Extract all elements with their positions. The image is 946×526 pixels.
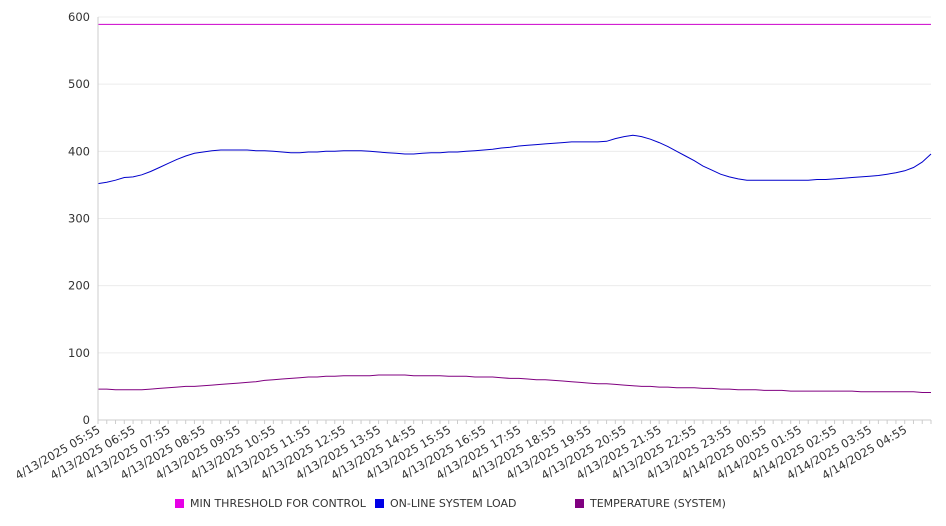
series-line-1 xyxy=(97,134,932,185)
legend-label: ON-LINE SYSTEM LOAD xyxy=(390,497,517,510)
legend-label: TEMPERATURE (SYSTEM) xyxy=(590,497,726,510)
y-tick-label: 500 xyxy=(68,77,90,91)
legend-swatch xyxy=(375,499,384,508)
gridlines xyxy=(98,16,931,354)
y-tick-label: 600 xyxy=(68,10,90,24)
y-axis-ticks: 0 100 200 300 400 500 600 xyxy=(68,10,90,427)
series-lines xyxy=(97,23,932,393)
legend-item-temperature-system[interactable]: TEMPERATURE (SYSTEM) xyxy=(575,497,726,510)
legend: MIN THRESHOLD FOR CONTROL ON-LINE SYSTEM… xyxy=(0,497,946,515)
legend-item-min-threshold[interactable]: MIN THRESHOLD FOR CONTROL xyxy=(175,497,366,510)
legend-label: MIN THRESHOLD FOR CONTROL xyxy=(190,497,366,510)
series-line-2 xyxy=(98,374,931,393)
legend-swatch xyxy=(575,499,584,508)
x-axis-ticks: 4/13/2025 05:554/13/2025 06:554/13/2025 … xyxy=(13,420,932,482)
legend-swatch xyxy=(175,499,184,508)
y-tick-label: 200 xyxy=(68,279,90,293)
y-tick-label: 300 xyxy=(68,212,90,226)
y-tick-label: 0 xyxy=(83,413,90,427)
legend-item-online-system-load[interactable]: ON-LINE SYSTEM LOAD xyxy=(375,497,516,510)
y-tick-label: 100 xyxy=(68,346,90,360)
y-tick-label: 400 xyxy=(68,144,90,158)
